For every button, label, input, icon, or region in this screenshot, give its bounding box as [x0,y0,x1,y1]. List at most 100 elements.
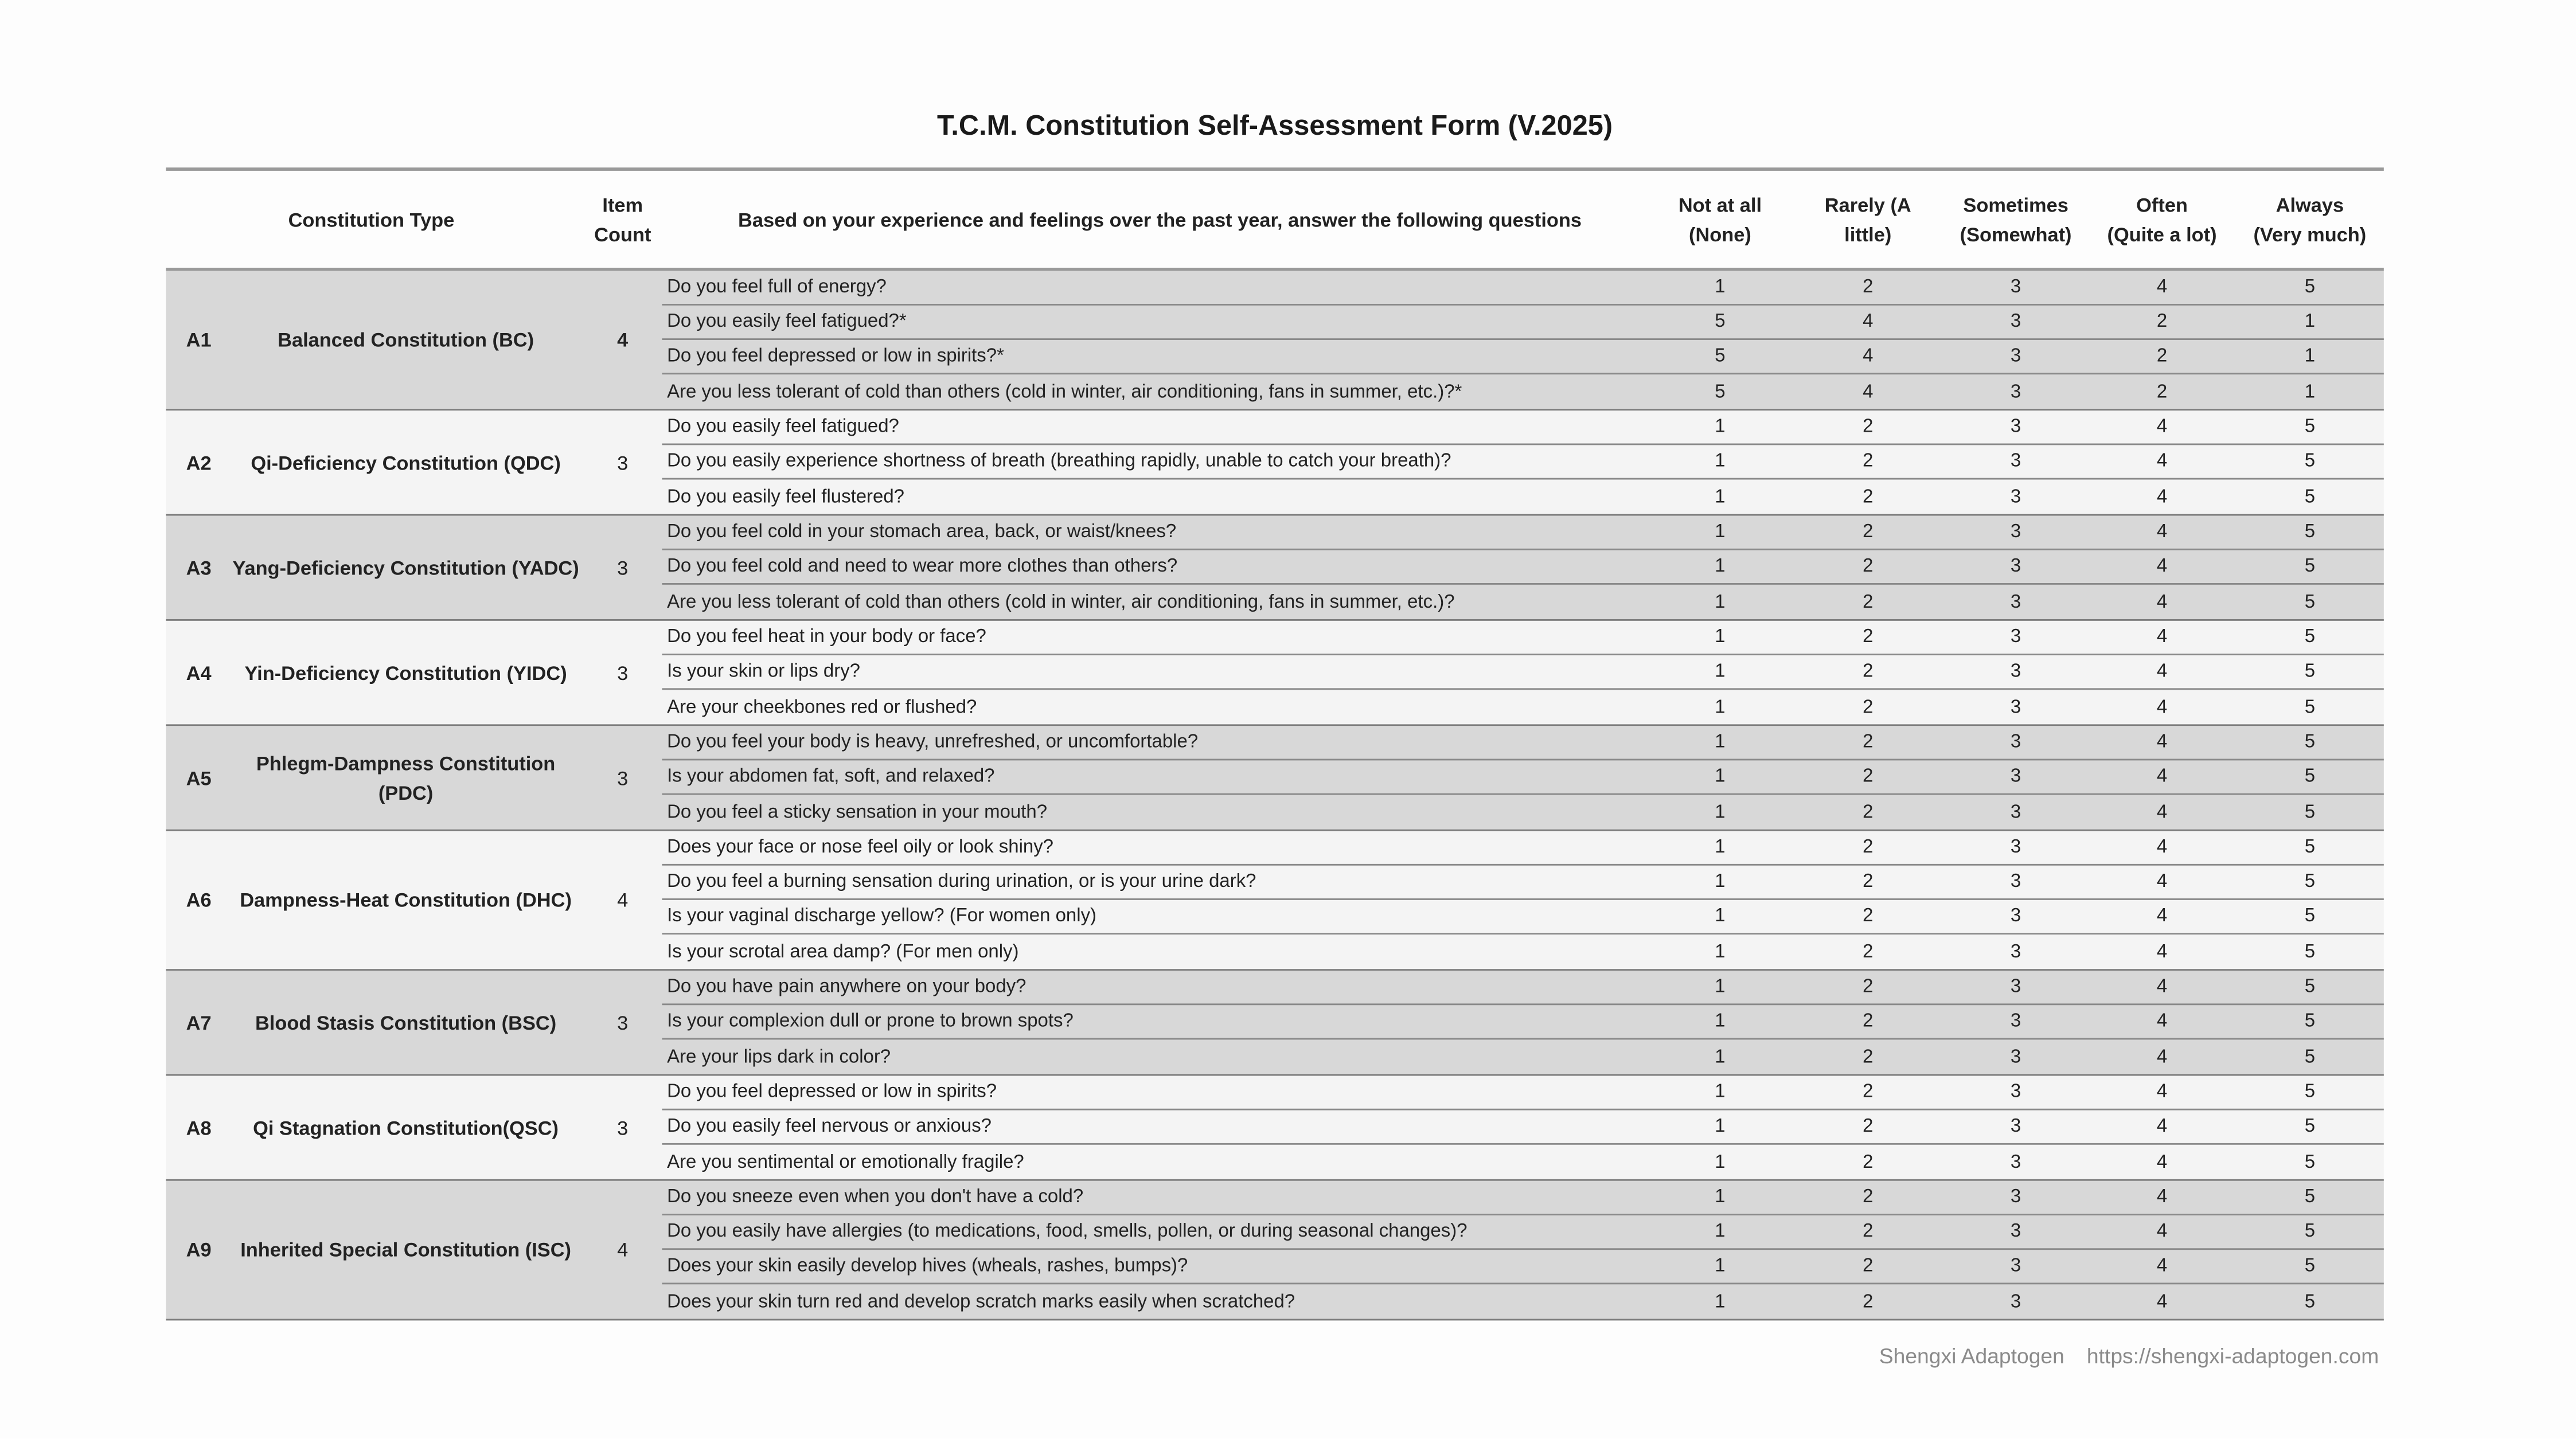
score-option[interactable]: 5 [2304,872,2316,892]
score-option[interactable]: 2 [2156,346,2168,366]
score-option[interactable]: 2 [1863,1292,1874,1312]
score-option[interactable]: 3 [2010,487,2021,507]
score-option[interactable]: 5 [2304,732,2316,753]
score-option[interactable]: 2 [1863,977,1874,997]
score-option[interactable]: 2 [1863,1082,1874,1102]
score-option[interactable]: 3 [2010,697,2021,717]
score-option[interactable]: 1 [1715,1152,1726,1172]
score-option[interactable]: 2 [1863,1256,1874,1276]
score-option[interactable]: 1 [2304,346,2316,366]
score-option[interactable]: 3 [2010,1152,2021,1172]
score-option[interactable]: 3 [2010,941,2021,962]
score-option[interactable]: 5 [2304,592,2316,612]
score-option[interactable]: 3 [2010,732,2021,753]
score-option[interactable]: 4 [2156,767,2168,787]
score-option[interactable]: 4 [2156,451,2168,472]
score-option[interactable]: 2 [1863,451,1874,472]
score-option[interactable]: 3 [2010,557,2021,577]
score-option[interactable]: 3 [2010,1011,2021,1032]
score-option[interactable]: 2 [1863,1117,1874,1137]
score-option[interactable]: 5 [1715,312,1726,332]
score-option[interactable]: 2 [1863,1047,1874,1067]
score-option[interactable]: 1 [1715,906,1726,926]
score-option[interactable]: 4 [1863,312,1874,332]
score-option[interactable]: 5 [2304,697,2316,717]
score-option[interactable]: 1 [2304,312,2316,332]
score-option[interactable]: 5 [2304,838,2316,858]
score-option[interactable]: 3 [2010,627,2021,647]
score-option[interactable]: 2 [1863,697,1874,717]
score-option[interactable]: 1 [1715,838,1726,858]
score-option[interactable]: 3 [2010,1117,2021,1137]
score-option[interactable]: 3 [2010,522,2021,542]
score-option[interactable]: 4 [2156,277,2168,298]
score-option[interactable]: 3 [2010,872,2021,892]
score-option[interactable]: 1 [1715,1011,1726,1032]
score-option[interactable]: 2 [1863,906,1874,926]
score-option[interactable]: 1 [1715,451,1726,472]
score-option[interactable]: 3 [2010,592,2021,612]
score-option[interactable]: 1 [1715,1117,1726,1137]
score-option[interactable]: 3 [2010,1222,2021,1242]
score-option[interactable]: 2 [1863,662,1874,682]
score-option[interactable]: 5 [2304,1117,2316,1137]
score-option[interactable]: 4 [2156,662,2168,682]
score-option[interactable]: 2 [1863,1011,1874,1032]
score-option[interactable]: 1 [1715,487,1726,507]
score-option[interactable]: 1 [1715,802,1726,822]
score-option[interactable]: 5 [2304,557,2316,577]
score-option[interactable]: 4 [2156,627,2168,647]
score-option[interactable]: 3 [2010,1047,2021,1067]
score-option[interactable]: 4 [2156,557,2168,577]
score-option[interactable]: 3 [2010,977,2021,997]
score-option[interactable]: 2 [1863,487,1874,507]
score-option[interactable]: 3 [2010,1256,2021,1276]
score-option[interactable]: 4 [2156,906,2168,926]
score-option[interactable]: 2 [2156,382,2168,402]
score-option[interactable]: 3 [2010,1082,2021,1102]
score-option[interactable]: 1 [1715,941,1726,962]
score-option[interactable]: 3 [2010,312,2021,332]
score-option[interactable]: 3 [2010,1292,2021,1312]
score-option[interactable]: 5 [2304,662,2316,682]
score-option[interactable]: 3 [2010,346,2021,366]
score-option[interactable]: 5 [2304,1256,2316,1276]
score-option[interactable]: 2 [1863,522,1874,542]
score-option[interactable]: 5 [2304,277,2316,298]
score-option[interactable]: 4 [2156,1117,2168,1137]
score-option[interactable]: 2 [1863,557,1874,577]
score-option[interactable]: 4 [2156,732,2168,753]
score-option[interactable]: 2 [1863,767,1874,787]
score-option[interactable]: 4 [2156,1152,2168,1172]
score-option[interactable]: 2 [1863,1187,1874,1207]
score-option[interactable]: 1 [2304,382,2316,402]
score-option[interactable]: 4 [2156,1256,2168,1276]
score-option[interactable]: 4 [1863,346,1874,366]
score-option[interactable]: 1 [1715,732,1726,753]
score-option[interactable]: 1 [1715,592,1726,612]
score-option[interactable]: 1 [1715,1222,1726,1242]
score-option[interactable]: 4 [2156,522,2168,542]
score-option[interactable]: 4 [2156,1047,2168,1067]
score-option[interactable]: 5 [2304,1222,2316,1242]
score-option[interactable]: 4 [2156,941,2168,962]
score-option[interactable]: 4 [2156,417,2168,437]
score-option[interactable]: 2 [1863,627,1874,647]
score-option[interactable]: 1 [1715,417,1726,437]
score-option[interactable]: 5 [2304,767,2316,787]
score-option[interactable]: 2 [2156,312,2168,332]
score-option[interactable]: 1 [1715,977,1726,997]
score-option[interactable]: 3 [2010,277,2021,298]
score-option[interactable]: 1 [1715,627,1726,647]
score-option[interactable]: 4 [1863,382,1874,402]
score-option[interactable]: 1 [1715,1187,1726,1207]
score-option[interactable]: 5 [2304,1047,2316,1067]
score-option[interactable]: 1 [1715,872,1726,892]
score-option[interactable]: 4 [2156,592,2168,612]
score-option[interactable]: 3 [2010,417,2021,437]
score-option[interactable]: 4 [2156,1082,2168,1102]
score-option[interactable]: 2 [1863,1152,1874,1172]
score-option[interactable]: 2 [1863,592,1874,612]
score-option[interactable]: 5 [2304,451,2316,472]
footer-url[interactable]: https://shengxi-adaptogen.com [2086,1343,2379,1368]
